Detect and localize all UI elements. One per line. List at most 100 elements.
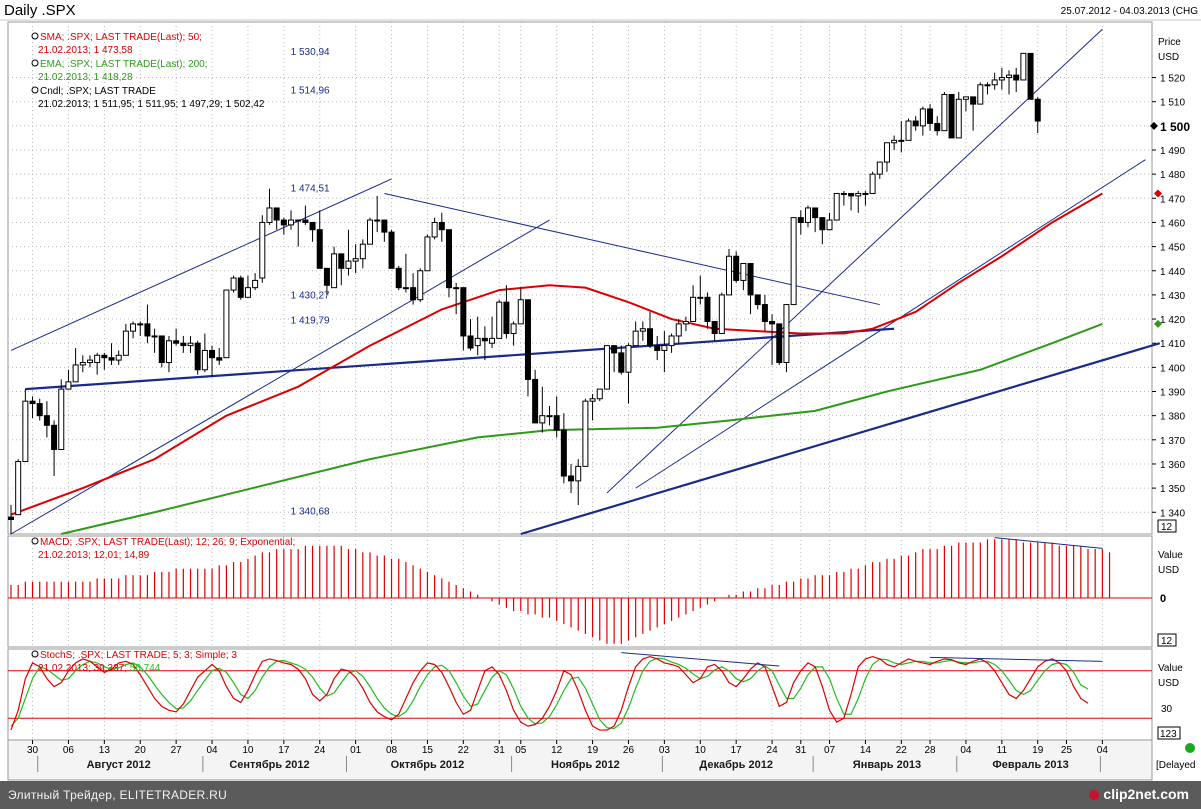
x-tick-label: 04 (206, 745, 218, 756)
candle (22, 389, 29, 463)
candle (137, 321, 144, 336)
candle-body (86, 359, 93, 364)
x-tick-label: 11 (997, 745, 1008, 756)
x-tick-label: 17 (278, 745, 290, 756)
candle-body (625, 345, 632, 373)
candle-body (927, 108, 934, 124)
candle-body (962, 96, 969, 100)
candle-body (474, 337, 481, 347)
y-tick-label: 1 520 (1160, 74, 1185, 85)
candle (367, 217, 373, 245)
candle (417, 268, 424, 303)
candle-body (43, 415, 50, 426)
candle (295, 219, 302, 247)
candle-body (460, 287, 467, 337)
candle (726, 249, 732, 296)
candle-body (259, 221, 266, 279)
x-tick-label: 10 (242, 745, 254, 756)
candle (496, 299, 503, 339)
status-light-icon (1185, 743, 1195, 753)
candle-body (848, 192, 855, 197)
macd-axis-unit: USD (1158, 565, 1179, 576)
y-tick-label: 1 350 (1160, 484, 1185, 495)
candle-body (754, 294, 761, 306)
candle-body (804, 207, 811, 223)
stoch-scale-box[interactable] (1157, 726, 1181, 740)
candle-body (747, 263, 754, 296)
candle-body (632, 330, 639, 347)
time-axis: 30 06 13 20 27 04 10 17 24 01 08 15 22 31 05 12 19 26 03 10… (27, 740, 1195, 772)
macd-scale-box[interactable] (1157, 633, 1177, 647)
candle (331, 246, 338, 289)
candle (94, 352, 101, 375)
price-annotation: 1 474,51 (291, 183, 330, 194)
macd-scale-label: 12 (1161, 636, 1173, 647)
candle (1020, 52, 1027, 81)
candle (553, 396, 560, 438)
chart-canvas: Daily .SPX 25.07.2012 - 04.03.2013 (CHG … (0, 2, 1201, 781)
candle (682, 316, 689, 332)
candle-body (51, 424, 58, 450)
candle-body (611, 345, 618, 354)
candle-body (769, 320, 776, 325)
stoch-d-line (10, 657, 1089, 730)
candle-body (905, 120, 912, 141)
trendline (520, 342, 1161, 536)
clip2net-logo: clip2net.com (1089, 786, 1189, 802)
candle-body (201, 349, 208, 371)
candle-body (790, 217, 797, 306)
candle-body (424, 236, 431, 272)
candle-body (331, 253, 338, 289)
price-annotation: 1 419,79 (291, 316, 330, 327)
candle (855, 191, 862, 213)
x-tick-label: 14 (860, 745, 872, 756)
x-tick-label: 19 (587, 745, 599, 756)
legend-icon (31, 32, 39, 40)
candle (654, 335, 661, 361)
y-tick-label: 1 480 (1160, 170, 1185, 181)
candle-body (108, 357, 115, 361)
candle-body (288, 219, 295, 226)
x-tick-label: 27 (171, 745, 183, 756)
candle (65, 369, 72, 390)
legend-name: SMA; .SPX; LAST TRADE(Last); 50; (40, 32, 202, 43)
candle-body (374, 219, 381, 222)
month-label: Январь 2013 (853, 759, 921, 771)
candle (438, 212, 445, 242)
candle (747, 263, 754, 315)
candle-body (977, 84, 984, 105)
legend-value: 21.02.2013; 1 418,28 (38, 72, 133, 83)
footer-bar: Элитный Трейдер, ELITETRADER.RU clip2net… (0, 781, 1201, 809)
candle-body (158, 335, 165, 364)
candle (122, 323, 129, 356)
candle-body (367, 219, 373, 245)
candle (302, 205, 309, 225)
candle-body (445, 229, 452, 289)
candle (711, 320, 718, 341)
candle-body (661, 345, 668, 351)
y-tick-label: 1 410 (1160, 339, 1185, 350)
candle (905, 118, 912, 141)
x-tick-label: 04 (960, 745, 972, 756)
candle-body (639, 328, 646, 332)
candle-body (173, 340, 180, 344)
candle (848, 192, 855, 211)
footer-text: Элитный Трейдер, ELITETRADER.RU (8, 788, 228, 802)
legend-icon (31, 537, 39, 545)
scale-box[interactable] (1157, 519, 1177, 533)
candle (309, 221, 316, 242)
candle (474, 316, 481, 356)
candle (589, 393, 596, 421)
candle (374, 195, 381, 233)
trendline (10, 178, 392, 351)
candle (43, 401, 50, 438)
candle (1013, 67, 1020, 93)
candle (840, 191, 847, 206)
grid-lines (8, 22, 1152, 740)
logo-icon (1089, 790, 1100, 800)
candle (101, 352, 108, 370)
x-tick-label: 05 (515, 745, 527, 756)
candle-body (453, 287, 460, 290)
x-tick-label: 08 (386, 745, 398, 756)
candle (223, 289, 230, 359)
